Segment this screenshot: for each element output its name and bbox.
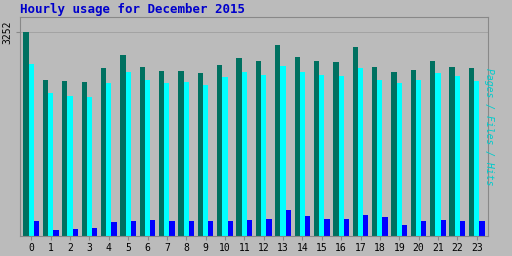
Bar: [159, 71, 164, 236]
Bar: [169, 221, 175, 236]
Bar: [106, 83, 112, 236]
Bar: [372, 67, 377, 236]
Bar: [24, 33, 29, 236]
Bar: [300, 72, 305, 236]
Bar: [217, 65, 222, 236]
Bar: [237, 58, 242, 236]
Text: Hourly usage for December 2015: Hourly usage for December 2015: [20, 3, 245, 16]
Bar: [43, 80, 48, 236]
Bar: [435, 73, 441, 236]
Bar: [120, 55, 125, 236]
Bar: [73, 229, 78, 236]
Bar: [294, 57, 300, 236]
Bar: [203, 85, 208, 236]
Bar: [145, 80, 150, 236]
Bar: [430, 61, 435, 236]
Bar: [319, 74, 325, 236]
Bar: [101, 68, 106, 236]
Bar: [455, 76, 460, 236]
Bar: [178, 71, 184, 236]
Bar: [125, 72, 131, 236]
Bar: [338, 76, 344, 236]
Bar: [286, 210, 291, 236]
Bar: [189, 221, 194, 236]
Bar: [48, 93, 53, 236]
Bar: [34, 221, 39, 236]
Bar: [222, 77, 227, 236]
Bar: [261, 74, 266, 236]
Bar: [377, 80, 382, 236]
Bar: [421, 221, 426, 236]
Bar: [325, 219, 330, 236]
Bar: [53, 230, 58, 236]
Bar: [87, 97, 92, 236]
Bar: [382, 218, 388, 236]
Bar: [208, 221, 214, 236]
Bar: [450, 67, 455, 236]
Bar: [62, 81, 68, 236]
Bar: [397, 83, 402, 236]
Bar: [469, 68, 474, 236]
Bar: [474, 81, 479, 236]
Bar: [416, 80, 421, 236]
Bar: [275, 45, 281, 236]
Bar: [314, 61, 319, 236]
Bar: [112, 222, 117, 236]
Bar: [402, 225, 407, 236]
Bar: [363, 215, 368, 236]
Bar: [391, 72, 397, 236]
Bar: [242, 72, 247, 236]
Bar: [281, 66, 286, 236]
Bar: [344, 219, 349, 236]
Bar: [460, 221, 465, 236]
Bar: [227, 221, 233, 236]
Bar: [198, 73, 203, 236]
Bar: [81, 82, 87, 236]
Bar: [411, 70, 416, 236]
Bar: [92, 228, 97, 236]
Bar: [184, 82, 189, 236]
Bar: [266, 219, 271, 236]
Bar: [150, 220, 155, 236]
Bar: [29, 64, 34, 236]
Bar: [441, 220, 446, 236]
Bar: [131, 221, 136, 236]
Bar: [247, 220, 252, 236]
Y-axis label: Pages / Files / Hits: Pages / Files / Hits: [484, 68, 494, 185]
Bar: [353, 47, 358, 236]
Bar: [305, 216, 310, 236]
Bar: [68, 96, 73, 236]
Bar: [140, 67, 145, 236]
Bar: [164, 83, 169, 236]
Bar: [358, 68, 363, 236]
Bar: [479, 221, 484, 236]
Bar: [333, 62, 338, 236]
Bar: [256, 61, 261, 236]
